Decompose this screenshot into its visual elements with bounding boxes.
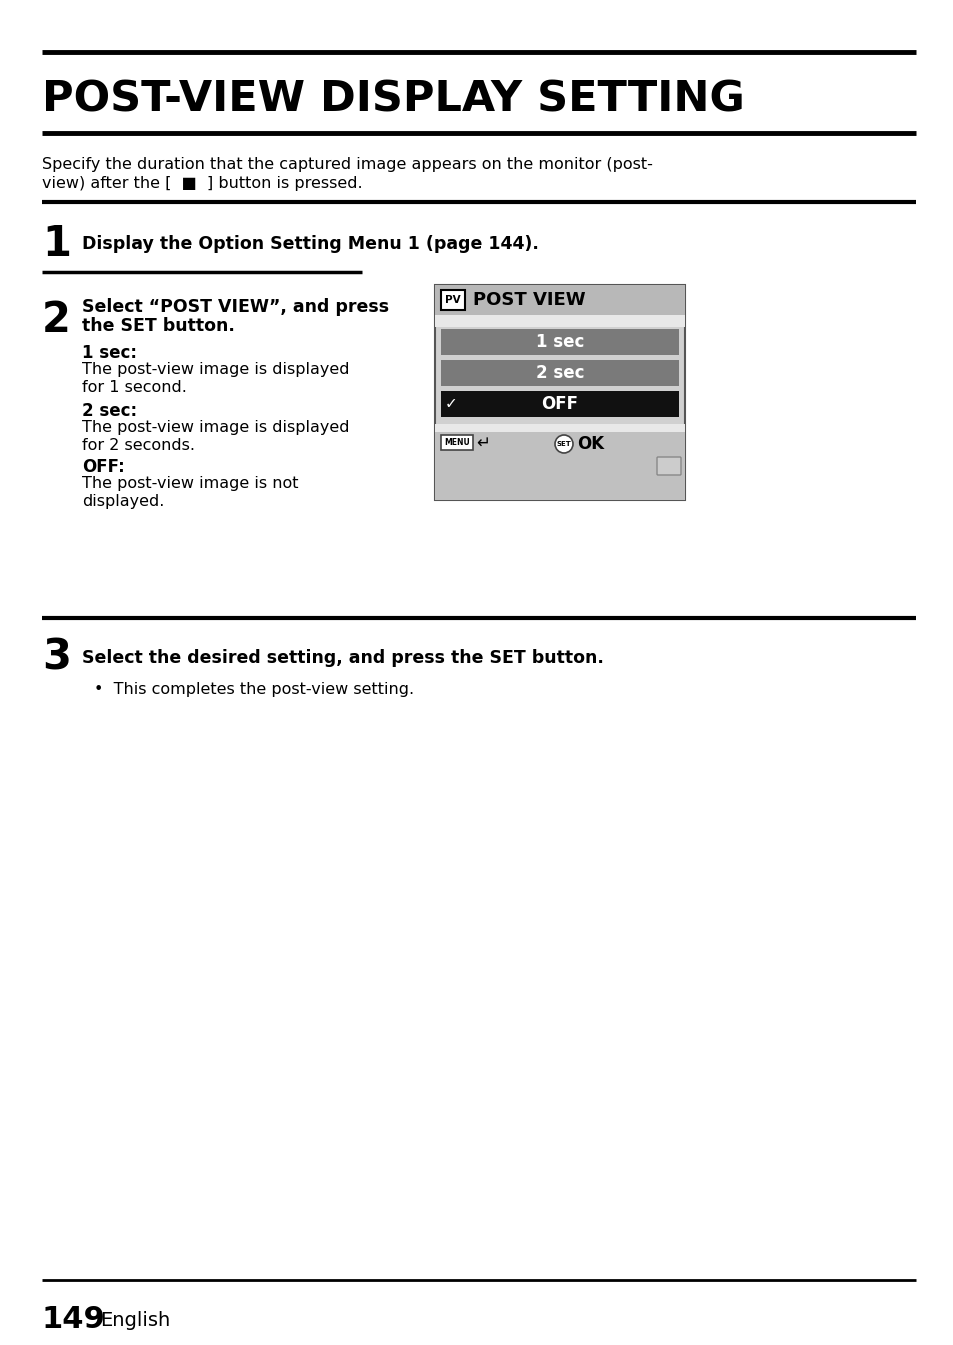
Text: ✓: ✓	[444, 397, 456, 412]
Text: ↵: ↵	[476, 433, 489, 452]
Text: POST VIEW: POST VIEW	[473, 291, 585, 309]
Bar	[440, 391, 679, 417]
Bar	[435, 432, 684, 500]
Bar	[435, 285, 684, 500]
Bar	[435, 424, 684, 432]
Text: MENU: MENU	[444, 438, 470, 447]
Text: displayed.: displayed.	[82, 494, 164, 508]
Text: English: English	[100, 1310, 170, 1329]
Text: The post-view image is displayed: The post-view image is displayed	[82, 362, 349, 377]
Text: SET: SET	[556, 441, 571, 447]
Text: 2 sec:: 2 sec:	[82, 402, 137, 420]
FancyBboxPatch shape	[657, 457, 680, 475]
Text: OFF: OFF	[541, 395, 578, 413]
Bar	[435, 285, 684, 315]
Text: 1 sec:: 1 sec:	[82, 344, 137, 362]
Text: Select the desired setting, and press the SET button.: Select the desired setting, and press th…	[82, 650, 603, 667]
Text: the SET button.: the SET button.	[82, 317, 234, 335]
Bar	[440, 291, 464, 309]
Text: 3: 3	[42, 638, 71, 679]
Bar	[440, 434, 473, 451]
Bar	[440, 330, 679, 355]
Text: for 1 second.: for 1 second.	[82, 381, 187, 395]
Bar	[440, 360, 679, 386]
Text: 1: 1	[42, 223, 71, 265]
Text: OK: OK	[577, 434, 603, 453]
Text: 149: 149	[42, 1306, 106, 1334]
Circle shape	[555, 434, 573, 453]
Text: The post-view image is not: The post-view image is not	[82, 476, 298, 491]
Text: 2 sec: 2 sec	[536, 364, 583, 382]
Text: The post-view image is displayed: The post-view image is displayed	[82, 420, 349, 434]
Text: •  This completes the post-view setting.: • This completes the post-view setting.	[94, 682, 414, 697]
Text: for 2 seconds.: for 2 seconds.	[82, 438, 194, 453]
Text: POST-VIEW DISPLAY SETTING: POST-VIEW DISPLAY SETTING	[42, 79, 744, 121]
Text: OFF:: OFF:	[82, 459, 125, 476]
Text: Display the Option Setting Menu 1 (page 144).: Display the Option Setting Menu 1 (page …	[82, 235, 538, 253]
Bar	[435, 315, 684, 327]
Text: Specify the duration that the captured image appears on the monitor (post-: Specify the duration that the captured i…	[42, 157, 652, 172]
Text: PV: PV	[445, 295, 460, 305]
Text: 2: 2	[42, 299, 71, 342]
Text: 1 sec: 1 sec	[536, 334, 583, 351]
Text: view) after the [  ■  ] button is pressed.: view) after the [ ■ ] button is pressed.	[42, 176, 362, 191]
Text: Select “POST VIEW”, and press: Select “POST VIEW”, and press	[82, 299, 389, 316]
